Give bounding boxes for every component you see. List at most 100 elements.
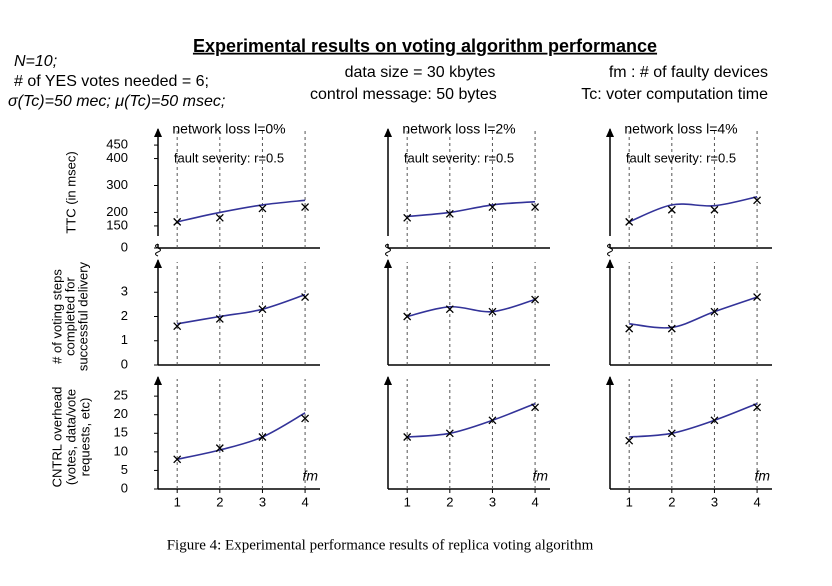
marker <box>531 403 540 412</box>
y-tick-label: 2 <box>121 308 128 323</box>
marker <box>258 204 267 213</box>
marker <box>258 305 267 314</box>
series-line <box>407 402 536 438</box>
y-axis-label: # of voting steps <box>49 269 64 364</box>
y-tick-label: 3 <box>121 284 128 299</box>
marker <box>531 295 540 304</box>
figure-title: Experimental results on voting algorithm… <box>193 36 657 56</box>
x-tick-label: 2 <box>446 494 453 509</box>
marker <box>445 305 454 314</box>
series-line <box>628 196 758 223</box>
marker <box>215 444 224 453</box>
series-line <box>629 402 758 438</box>
marker <box>667 324 676 333</box>
axis-arrow <box>606 259 614 268</box>
marker <box>667 429 676 438</box>
marker <box>625 217 634 226</box>
axis-arrow <box>384 259 392 268</box>
marker <box>403 213 412 222</box>
y-tick-label: 25 <box>114 388 128 403</box>
marker <box>215 213 224 222</box>
y-axis-label: requests, etc) <box>77 398 92 477</box>
series-line <box>629 296 758 329</box>
y-tick-label: 200 <box>106 204 128 219</box>
panel-title: network loss l=2% <box>402 121 515 137</box>
marker <box>710 307 719 316</box>
param: # of YES votes needed = 6; <box>14 73 209 90</box>
axis-arrow <box>154 376 162 385</box>
marker <box>488 203 497 212</box>
marker <box>625 324 634 333</box>
marker <box>215 314 224 323</box>
y-tick-label: 20 <box>114 406 128 421</box>
axis-break <box>385 243 391 257</box>
marker <box>488 307 497 316</box>
x-tick-label: 1 <box>404 494 411 509</box>
y-tick-label: 450 <box>106 137 128 152</box>
panel-subtitle: fault severity: r=0.5 <box>626 150 736 165</box>
marker <box>625 436 634 445</box>
axis-arrow <box>606 376 614 385</box>
marker <box>445 429 454 438</box>
y-tick-label: 10 <box>114 443 128 458</box>
x-tick-label: 3 <box>489 494 496 509</box>
param: Tc: voter computation time <box>581 86 768 103</box>
x-tick-label: 4 <box>753 494 760 509</box>
marker <box>173 217 182 226</box>
marker <box>403 433 412 441</box>
x-tick-label: 3 <box>259 494 266 509</box>
x-tick-label: 4 <box>531 494 538 509</box>
marker <box>753 293 762 302</box>
axis-break <box>155 243 161 257</box>
param: N=10; <box>14 53 57 70</box>
marker <box>301 414 310 423</box>
y-axis-label: completed for <box>62 276 77 355</box>
x-axis-label: fm <box>532 468 548 484</box>
y-tick-label: 0 <box>121 480 128 495</box>
y-tick-label: 1 <box>121 332 128 347</box>
param: control message: 50 bytes <box>310 86 497 103</box>
marker <box>173 455 182 464</box>
y-axis-label: successful delivery <box>75 261 90 371</box>
axis-arrow <box>384 128 392 137</box>
panel-subtitle: fault severity: r=0.5 <box>174 150 284 165</box>
marker <box>173 322 182 331</box>
series-line <box>407 298 536 318</box>
marker <box>301 293 310 302</box>
panel-title: network loss l=0% <box>172 121 285 137</box>
marker <box>753 196 762 205</box>
x-axis-label: fm <box>302 468 318 484</box>
marker <box>667 205 676 214</box>
y-tick-label: 400 <box>106 150 128 165</box>
series-line <box>177 199 306 223</box>
param: fm : # of faulty devices <box>609 64 768 81</box>
series-line <box>407 200 536 218</box>
y-axis-label: CNTRL overhead <box>49 387 64 488</box>
axis-arrow <box>384 376 392 385</box>
marker <box>403 312 412 321</box>
caption: Figure 4: Experimental performance resul… <box>167 537 594 553</box>
y-tick-label: 150 <box>106 217 128 232</box>
x-tick-label: 4 <box>301 494 308 509</box>
y-tick-label: 0 <box>121 239 128 254</box>
x-axis-label: fm <box>754 468 770 484</box>
marker <box>301 203 310 212</box>
marker <box>710 416 719 425</box>
marker <box>258 433 267 441</box>
y-tick-label: 15 <box>114 425 128 440</box>
y-axis-label: (votes, data/vote <box>63 389 78 485</box>
marker <box>753 403 762 412</box>
y-tick-label: 0 <box>121 356 128 371</box>
panel-subtitle: fault severity: r=0.5 <box>404 150 514 165</box>
marker <box>710 205 719 214</box>
axis-arrow <box>606 128 614 137</box>
x-tick-label: 2 <box>668 494 675 509</box>
y-tick-label: 5 <box>121 462 128 477</box>
y-axis-label: TTC (in msec) <box>63 151 78 233</box>
x-tick-label: 1 <box>174 494 181 509</box>
marker <box>488 416 497 425</box>
marker <box>445 209 454 218</box>
axis-arrow <box>154 128 162 137</box>
